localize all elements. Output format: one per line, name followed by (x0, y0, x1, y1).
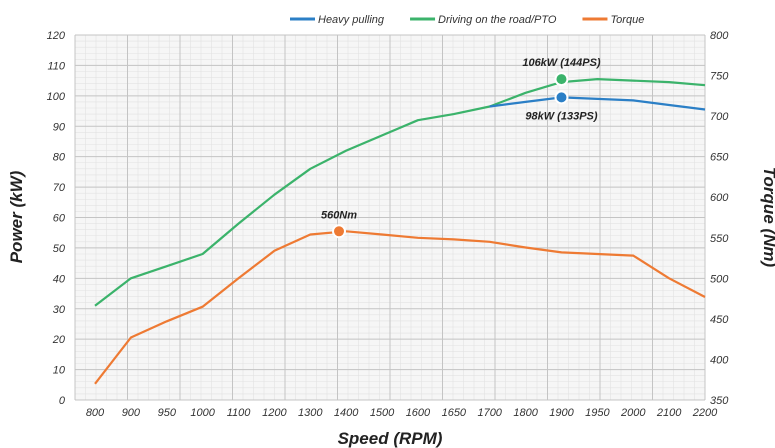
y2-tick-label: 450 (710, 314, 729, 326)
marker-point (332, 224, 346, 239)
marker-point (554, 72, 569, 87)
y-tick-label: 40 (53, 273, 66, 285)
y-tick-label: 0 (59, 395, 66, 407)
x-tick-label: 1500 (370, 407, 395, 419)
y2-axis-title: Torque (Nm) (760, 167, 775, 268)
y-tick-label: 60 (53, 213, 66, 225)
y2-tick-label: 700 (710, 111, 729, 123)
y-tick-label: 110 (47, 60, 65, 72)
y2-tick-label: 550 (710, 233, 729, 245)
y2-tick-label: 650 (710, 152, 729, 164)
marker-point (554, 90, 569, 105)
series-lines (94, 77, 706, 385)
marker-label: 106kW (144PS) (522, 57, 601, 69)
legend: Heavy pulling Driving on the road/PTO Torq… (290, 14, 644, 26)
x-tick-label: 1300 (298, 407, 323, 419)
y2-tick-label: 400 (710, 354, 729, 366)
x-tick-label: 2000 (620, 407, 646, 419)
x-tick-label: 1900 (549, 407, 574, 419)
y-tick-label: 100 (47, 91, 66, 103)
x-axis-title: Speed (RPM) (338, 429, 443, 448)
x-tick-label: 2200 (692, 407, 718, 419)
y-right-ticks: 350 400 450 500 550 600 650 700 750 800 (710, 30, 729, 407)
series-line-heavy-pulling (489, 96, 706, 111)
legend-label: Heavy pulling (318, 14, 385, 26)
x-tick-label: 2100 (656, 407, 682, 419)
y-tick-label: 10 (53, 365, 66, 377)
y-tick-label: 120 (47, 30, 66, 42)
y-tick-label: 20 (52, 334, 66, 346)
y-left-ticks: 0 10 20 30 40 50 60 70 80 90 100 110 120 (47, 30, 66, 407)
series-line-driving-on-the-road-pto (94, 77, 706, 307)
y-tick-label: 70 (53, 182, 66, 194)
y-tick-label: 80 (53, 152, 66, 164)
marker-label: 560Nm (321, 209, 357, 221)
x-tick-label: 1200 (262, 407, 287, 419)
major-grid (74, 34, 706, 401)
y-tick-label: 90 (53, 121, 66, 133)
marker-label: 98kW (133PS) (525, 110, 597, 122)
y2-tick-label: 600 (710, 192, 729, 204)
x-tick-label: 1400 (334, 407, 359, 419)
y2-tick-label: 500 (710, 273, 729, 285)
y-tick-label: 50 (53, 243, 66, 255)
series-line-torque (94, 230, 706, 385)
x-tick-label: 1800 (513, 407, 538, 419)
x-tick-label: 1700 (477, 407, 502, 419)
y2-tick-label: 800 (710, 30, 729, 42)
y2-tick-label: 750 (710, 71, 729, 83)
x-tick-label: 950 (158, 407, 177, 419)
y-tick-label: 30 (53, 304, 66, 316)
x-tick-label: 1100 (227, 407, 252, 419)
x-tick-label: 1950 (585, 407, 610, 419)
x-tick-label: 1000 (190, 407, 215, 419)
x-tick-label: 900 (122, 407, 141, 419)
x-tick-label: 800 (86, 407, 105, 419)
x-tick-label: 1600 (406, 407, 431, 419)
legend-label: Driving on the road/PTO (438, 14, 557, 26)
y2-tick-label: 350 (710, 395, 729, 407)
markers: 106kW (144PS) 98kW (133PS) 560Nm (321, 57, 601, 239)
x-ticks: 800 900 950 1000 1100 1200 1300 1400 1500 1600 165… (86, 407, 718, 419)
legend-label: Torque (610, 14, 644, 26)
y-axis-title: Power (kW) (7, 170, 26, 263)
x-tick-label: 1650 (442, 407, 467, 419)
